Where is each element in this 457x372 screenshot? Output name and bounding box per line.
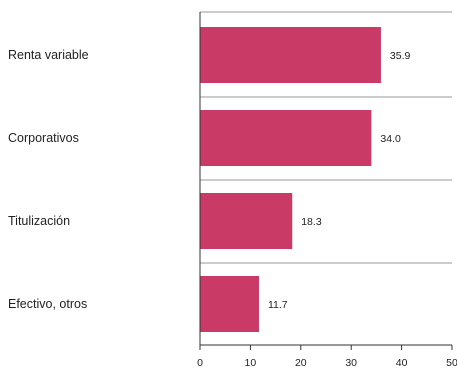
bar: [200, 276, 259, 332]
x-tick-label: 20: [295, 357, 307, 369]
axes-group: [199, 12, 452, 346]
value-label: 11.7: [268, 299, 288, 311]
x-tick-label: 10: [245, 357, 257, 369]
bars-group: [200, 27, 381, 332]
value-label: 35.9: [390, 50, 411, 62]
category-label: Corporativos: [8, 131, 79, 145]
x-ticks-group: 0 10 20 30 40 50: [197, 345, 457, 369]
value-label: 34.0: [380, 133, 401, 145]
bar: [200, 193, 293, 249]
category-label: Titulización: [8, 214, 70, 228]
bar: [200, 110, 372, 166]
category-label: Efectivo, otros: [8, 297, 87, 311]
x-tick-label: 50: [446, 357, 457, 369]
row-separators: [200, 11, 452, 264]
x-tick-label: 40: [396, 357, 408, 369]
category-labels: Renta variable Corporativos Titulización Ef…: [8, 48, 89, 311]
bar: [200, 27, 381, 83]
category-label: Renta variable: [8, 48, 89, 62]
value-label: 18.3: [301, 216, 322, 228]
value-labels: 35.9 34.0 18.3 11.7: [268, 50, 411, 311]
x-tick-label: 30: [345, 357, 357, 369]
x-tick-label: 0: [197, 357, 203, 369]
